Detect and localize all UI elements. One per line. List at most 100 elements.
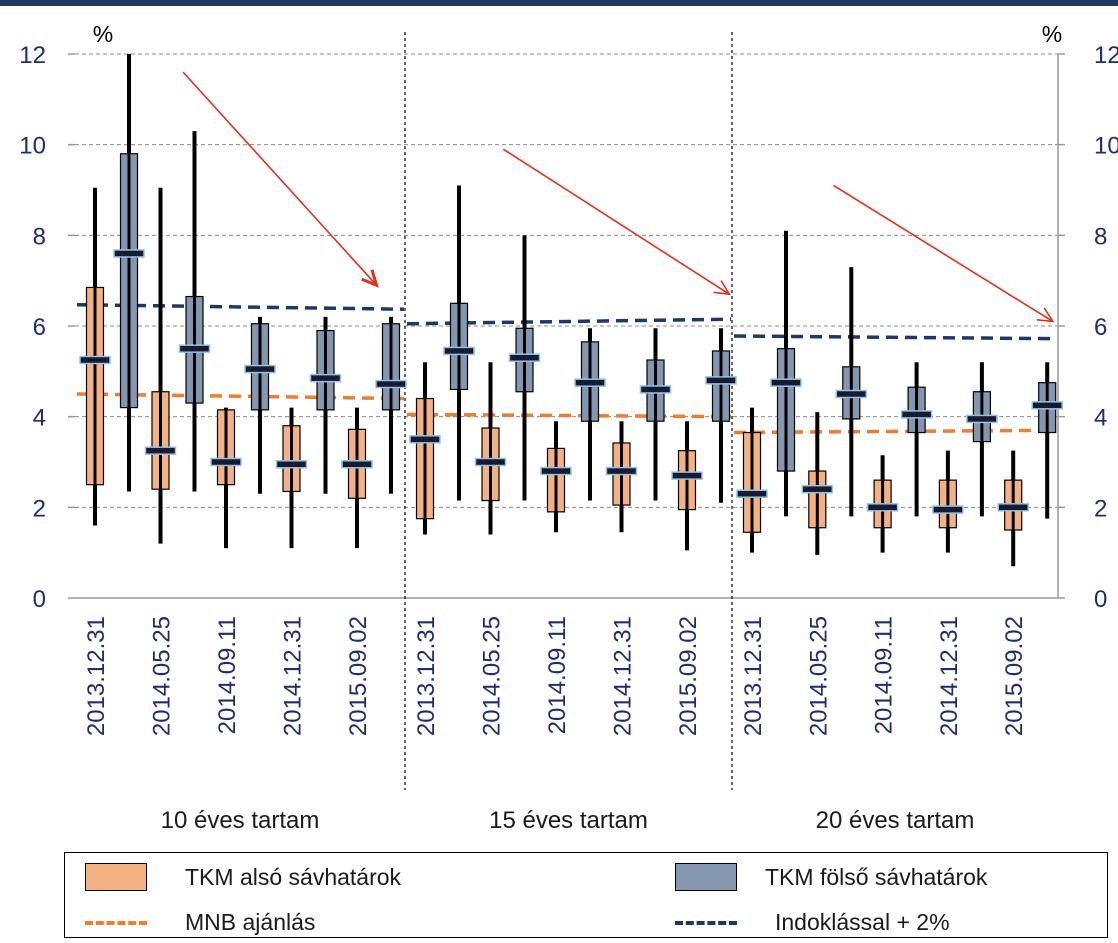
lower-box-g3-d3 [866, 455, 899, 553]
legend-item-indoklas: Indoklással + 2% [675, 909, 950, 936]
indoklas-line-g3 [733, 334, 1058, 341]
upper-box-g1-d3 [244, 316, 276, 494]
upper-box-g2-d4-median [639, 385, 672, 394]
reference-lines [76, 302, 1058, 435]
y-tick-right-8: 8 [1094, 223, 1107, 250]
trend-arrow-shaft-2 [502, 148, 730, 295]
lower-box-g1-d2-median [144, 446, 177, 455]
lower-box-g3-d1-median [736, 489, 768, 498]
upper-box-g2-d3-median [574, 378, 606, 387]
y-tick-right-0: 0 [1094, 586, 1107, 613]
group-separators [404, 32, 733, 790]
lower-box-g1-d4-median [275, 460, 308, 469]
upper-box-g2-d3 [574, 328, 606, 501]
y-tick-left-10: 10 [19, 133, 46, 160]
legend-item-upper: TKM fölső sávhatárok [675, 863, 987, 891]
trend-arrow-head-3 [1036, 307, 1055, 323]
lower-box-g1-d5-median [341, 460, 373, 469]
upper-box-g1-d4-median [309, 373, 342, 383]
y-tick-left-0: 0 [33, 586, 46, 613]
upper-box-g3-d4 [966, 362, 998, 517]
lower-box-g3-d5-median [997, 503, 1029, 512]
trend-arrow-shaft-1 [182, 71, 378, 286]
upper-box-g2-d2-median [508, 353, 541, 362]
legend-swatch-upper [675, 863, 737, 891]
legend: TKM alsó sávhatárok TKM fölső sávhatárok… [64, 852, 1108, 938]
legend-line-mnb [85, 920, 147, 925]
x-tick-label-g1-2014.05.25: 2014.05.25 [149, 616, 176, 736]
x-tick-label-g2-2014.09.11: 2014.09.11 [544, 616, 571, 734]
upper-box-g3-d2-median [835, 389, 868, 399]
lower-box-g3-d2-median [801, 484, 834, 494]
legend-item-mnb: MNB ajánlás [85, 909, 315, 936]
x-tick-label-g2-2013.12.31: 2013.12.31 [413, 616, 440, 736]
y-tick-left-12: 12 [19, 42, 46, 69]
upper-box-g2-d4 [639, 328, 672, 501]
lower-box-g2-d2 [474, 362, 507, 535]
trend-arrow-head-1 [361, 269, 379, 288]
mnb-line-g1 [76, 392, 405, 401]
upper-box-g1-d1 [113, 54, 145, 492]
y-tick-left-6: 6 [33, 314, 46, 341]
lower-box-g3-d2 [801, 412, 834, 555]
lower-box-g1-d1-median [79, 355, 111, 365]
lower-box-g3-d4-median [932, 505, 964, 514]
indoklas-line-g1 [76, 302, 405, 311]
y-tick-left-8: 8 [33, 223, 46, 250]
upper-box-g1-d4 [309, 316, 342, 494]
upper-box-g2-d5 [705, 328, 737, 503]
y-unit-right: % [1042, 21, 1062, 47]
legend-swatch-lower [85, 863, 147, 891]
legend-line-indoklas [675, 920, 737, 925]
upper-box-g3-d5-median [1031, 401, 1063, 410]
lower-box-g2-d5-median [671, 471, 703, 480]
box-series [79, 54, 1063, 567]
lower-box-g3-d5 [997, 450, 1029, 567]
upper-box-g2-d1-median [443, 346, 475, 356]
legend-label-mnb: MNB ajánlás [185, 909, 316, 935]
upper-box-g3-d1 [770, 230, 802, 517]
axis-labels: 0 0 2 2 4 4 6 6 8 8 10 10 12 12% % 2013.12.31 2014.05.25… [19, 21, 1118, 834]
x-tick-label-g1-2015.09.02: 2015.09.02 [345, 616, 372, 736]
lower-box-g3-d4 [932, 450, 964, 553]
trend-arrow-shaft-3 [833, 184, 1054, 323]
upper-box-g1-d2-median [178, 344, 211, 353]
y-unit-left: % [93, 21, 113, 47]
x-tick-label-g3-2015.09.02: 2015.09.02 [1001, 616, 1028, 736]
x-tick-label-g1-2013.12.31: 2013.12.31 [83, 616, 110, 736]
upper-box-g3-d1-median [770, 378, 802, 387]
axes [68, 53, 1065, 599]
x-tick-label-g3-2014.12.31: 2014.12.31 [936, 616, 963, 736]
lower-box-g1-d1 [79, 187, 111, 526]
upper-box-g3-d5 [1031, 362, 1063, 519]
mnb-line-g3 [733, 428, 1058, 435]
trend-arrow-1 [182, 71, 379, 288]
y-tick-right-2: 2 [1094, 495, 1107, 522]
upper-box-g2-d1 [443, 185, 475, 501]
indoklas-line-g2 [406, 317, 732, 326]
lower-box-g2-d5 [671, 421, 703, 551]
lower-box-g2-d1 [409, 362, 441, 535]
lower-box-g3-d3-median [866, 503, 899, 512]
x-tick-label-g3-2013.12.31: 2013.12.31 [740, 616, 767, 736]
x-tick-label-g1-2014.12.31: 2014.12.31 [280, 616, 307, 736]
upper-box-g1-d5-median [375, 379, 407, 389]
upper-box-g1-d1-median [113, 249, 145, 258]
lower-box-g2-d2-median [474, 457, 507, 467]
trend-arrows [182, 71, 1055, 323]
group-label-1: 10 éves tartam [161, 807, 320, 834]
lower-box-g1-d2 [144, 187, 177, 544]
y-tick-left-2: 2 [33, 495, 46, 522]
x-tick-label-g3-2014.09.11: 2014.09.11 [871, 616, 898, 734]
lower-box-g1-d3 [210, 407, 242, 549]
legend-label-lower: TKM alsó sávhatárok [185, 863, 402, 890]
x-tick-label-g2-2014.05.25: 2014.05.25 [479, 616, 506, 736]
y-tick-right-10: 10 [1094, 133, 1118, 160]
x-tick-label-g2-2014.12.31: 2014.12.31 [610, 616, 637, 736]
legend-label-indoklas: Indoklással + 2% [775, 909, 950, 935]
upper-box-g2-d5-median [705, 376, 737, 385]
group-label-3: 20 éves tartam [816, 807, 975, 834]
lower-box-g2-d1-median [409, 435, 441, 444]
y-tick-right-12: 12 [1094, 42, 1118, 69]
upper-box-g1-d3-median [244, 364, 276, 374]
